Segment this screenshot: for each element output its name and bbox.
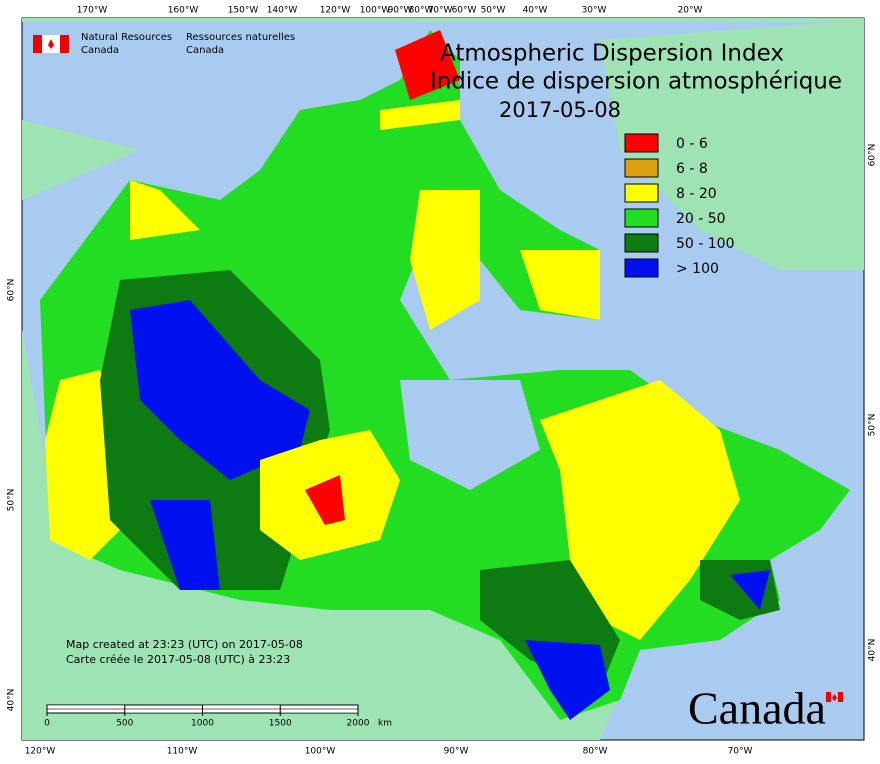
graticule-label: 40°W <box>523 6 548 16</box>
patch <box>410 190 480 330</box>
graticule-label: 60°N <box>868 144 878 167</box>
graticule-label: 70°W <box>428 6 453 16</box>
legend-swatch <box>624 233 659 253</box>
patch <box>305 475 345 525</box>
graticule-label: 60°W <box>452 6 477 16</box>
credit: Carte créée le 2017-05-08 (UTC) à 23:23 <box>66 653 290 666</box>
graticule-label: 20°W <box>678 6 703 16</box>
patch <box>395 30 460 100</box>
legend-label: 0 - 6 <box>676 136 708 152</box>
scale-label: 500 <box>116 719 133 729</box>
legend-label: 8 - 20 <box>676 186 717 202</box>
title: Indice de dispersion atmosphérique <box>430 69 842 95</box>
agency-en: Natural Resources <box>81 32 172 43</box>
patch <box>150 500 220 590</box>
credit: Map created at 23:23 (UTC) on 2017-05-08 <box>66 638 303 651</box>
legend-swatch <box>624 133 659 153</box>
agency-fr: Ressources naturelles <box>186 32 295 43</box>
graticule-label: 110°W <box>167 747 198 757</box>
patch <box>130 180 200 240</box>
patch <box>525 640 610 720</box>
graticule-label: 120°W <box>25 747 56 757</box>
hudson-bay <box>400 380 540 490</box>
graticule-label: 40°N <box>7 689 17 712</box>
title: Atmospheric Dispersion Index <box>440 41 784 67</box>
greenland <box>600 20 864 270</box>
graticule-label: 50°W <box>481 6 506 16</box>
patch <box>380 100 460 130</box>
wordmark: Canada <box>688 683 826 734</box>
flag <box>33 35 69 53</box>
graticule-label: 90°W <box>388 6 413 16</box>
agency-en: Canada <box>81 45 119 56</box>
graticule-label: 30°W <box>582 6 607 16</box>
legend-swatch <box>624 158 659 178</box>
graticule-label: 70°W <box>728 747 753 757</box>
patch <box>730 570 770 610</box>
graticule-label: 90°W <box>444 747 469 757</box>
graticule-label: 60°N <box>7 279 17 302</box>
scale-label: 0 <box>44 719 50 729</box>
graticule-label: 100°W <box>305 747 336 757</box>
graticule-label: 170°W <box>77 6 108 16</box>
graticule-label: 100°W <box>360 6 391 16</box>
graticule-label: 120°W <box>320 6 351 16</box>
scale-segment <box>279 708 359 714</box>
legend-label: > 100 <box>676 261 719 277</box>
edge <box>22 18 864 22</box>
legend-label: 50 - 100 <box>676 236 735 252</box>
graticule-label: 80°W <box>409 6 434 16</box>
wordmark-flag <box>826 692 843 702</box>
patch <box>130 300 310 480</box>
graticule-label: 150°W <box>228 6 259 16</box>
graticule-label: 160°W <box>168 6 199 16</box>
legend-swatch <box>624 258 659 278</box>
graticule-label: 140°W <box>267 6 298 16</box>
scale-label: 1500 <box>269 719 292 729</box>
scale-segment <box>202 704 281 710</box>
graticule-label: 80°W <box>583 747 608 757</box>
graticule-label: 50°N <box>7 489 17 512</box>
legend-swatch <box>624 183 659 203</box>
legend-label: 6 - 8 <box>676 161 708 177</box>
scale-label: 2000 <box>347 719 370 729</box>
scale-label: 1000 <box>191 719 214 729</box>
date: 2017-05-08 <box>499 98 621 122</box>
graticule-label: 50°N <box>868 414 878 437</box>
patch <box>540 380 740 640</box>
scale-segment <box>124 708 203 714</box>
agency-fr: Canada <box>186 45 224 56</box>
patch <box>520 250 600 320</box>
scale-unit: km <box>378 719 392 729</box>
scale-segment <box>46 704 126 710</box>
legend-label: 20 - 50 <box>676 211 726 227</box>
legend-swatch <box>624 208 659 228</box>
graticule-label: 40°N <box>868 639 878 662</box>
